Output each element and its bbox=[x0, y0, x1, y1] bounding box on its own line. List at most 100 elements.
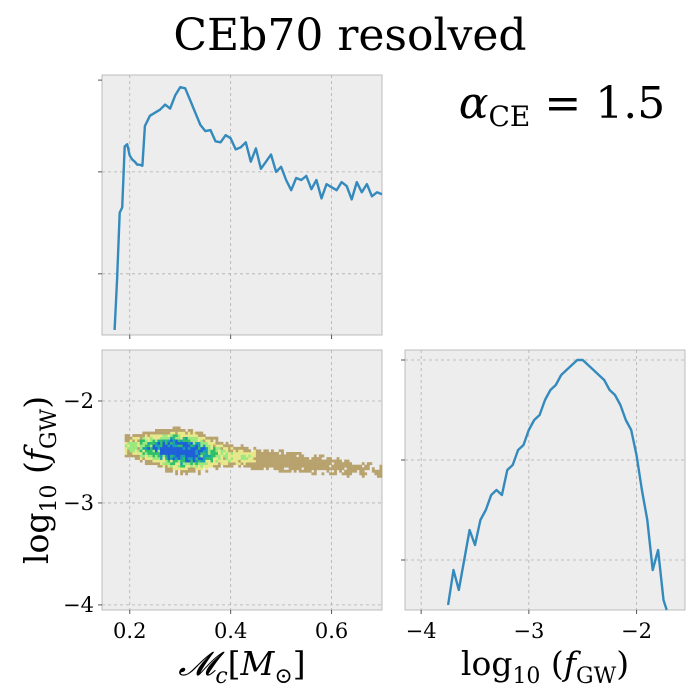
top-left-ticks bbox=[98, 79, 333, 339]
heatmap-cell bbox=[298, 462, 302, 466]
heatmap-cell bbox=[162, 452, 166, 455]
heatmap-cell bbox=[134, 446, 138, 450]
heatmap-cell bbox=[356, 467, 360, 471]
heatmap-cell bbox=[281, 452, 284, 455]
heatmap-cell bbox=[243, 446, 247, 450]
heatmap-cell bbox=[200, 454, 204, 458]
heatmap-cell bbox=[240, 452, 244, 455]
heatmap-cell bbox=[213, 449, 216, 453]
heatmap-cell bbox=[215, 457, 219, 460]
heatmap-cell bbox=[238, 462, 242, 466]
heatmap-cell bbox=[207, 446, 211, 450]
heatmap-cell bbox=[182, 431, 186, 435]
heatmap-cell bbox=[233, 457, 237, 460]
heatmap-cell bbox=[288, 459, 292, 463]
heatmap-cell bbox=[344, 472, 348, 476]
heatmap-cell bbox=[182, 467, 186, 471]
heatmap-cell bbox=[160, 462, 163, 466]
heatmap-cell bbox=[149, 457, 153, 460]
heatmap-cell bbox=[321, 467, 325, 471]
heatmap-cell bbox=[182, 459, 186, 463]
heatmap-cell bbox=[253, 449, 257, 453]
heatmap-cell bbox=[324, 459, 327, 463]
heatmap-cell bbox=[134, 457, 138, 460]
heatmap-cell bbox=[182, 446, 186, 450]
heatmap-cell bbox=[144, 439, 148, 443]
heatmap-cell bbox=[132, 441, 136, 445]
heatmap-cell bbox=[134, 439, 138, 443]
heatmap-cell bbox=[238, 449, 242, 453]
heatmap-cell bbox=[238, 464, 242, 468]
heatmap-cell bbox=[318, 467, 322, 471]
heatmap-cell bbox=[308, 462, 312, 466]
heatmap-cell bbox=[266, 464, 269, 468]
heatmap-cell bbox=[235, 454, 239, 458]
heatmap-cell bbox=[127, 436, 131, 440]
heatmap-cell bbox=[127, 454, 131, 458]
heatmap-cell bbox=[215, 449, 219, 453]
heatmap-cell bbox=[288, 467, 292, 471]
heatmap-cell bbox=[175, 431, 179, 435]
heatmap-cell bbox=[152, 444, 156, 448]
heatmap-cell bbox=[255, 457, 259, 460]
heatmap-cell bbox=[202, 436, 206, 440]
heatmap-cell bbox=[215, 441, 219, 445]
heatmap-cell bbox=[157, 434, 161, 437]
heatmap-cell bbox=[172, 449, 176, 453]
heatmap-cell bbox=[253, 452, 257, 455]
heatmap-cell bbox=[288, 452, 292, 455]
heatmap-cell bbox=[127, 446, 131, 450]
heatmap-cell bbox=[127, 439, 131, 443]
heatmap-cell bbox=[238, 454, 242, 458]
heatmap-cell bbox=[313, 467, 317, 471]
heatmap-cell bbox=[127, 434, 131, 437]
heatmap-cell bbox=[296, 457, 300, 460]
heatmap-cell bbox=[235, 462, 239, 466]
heatmap-cell bbox=[192, 469, 196, 473]
heatmap-cell bbox=[207, 459, 211, 463]
heatmap-cell bbox=[129, 441, 133, 445]
heatmap-cell bbox=[260, 462, 264, 466]
heatmap-cell bbox=[207, 462, 211, 466]
heatmap-cell bbox=[245, 459, 249, 463]
heatmap-cell bbox=[223, 457, 226, 460]
heatmap-cell bbox=[167, 434, 171, 437]
heatmap-cell bbox=[346, 472, 350, 476]
heatmap-cell bbox=[359, 464, 363, 468]
heatmap-cell bbox=[165, 469, 168, 473]
heatmap-cell bbox=[147, 457, 151, 460]
heatmap-cell bbox=[210, 452, 214, 455]
heatmap-cell bbox=[172, 464, 176, 468]
heatmap-cell bbox=[291, 457, 295, 460]
heatmap-cell bbox=[306, 457, 310, 460]
heatmap-cell bbox=[218, 464, 221, 468]
heatmap-cell bbox=[149, 449, 153, 453]
heatmap-cell bbox=[331, 459, 335, 463]
heatmap-cell bbox=[177, 452, 181, 455]
heatmap-cell bbox=[250, 459, 254, 463]
mc-distribution-line bbox=[113, 86, 383, 330]
x-tick-label: 0.6 bbox=[315, 619, 348, 643]
heatmap-cell bbox=[152, 436, 156, 440]
heatmap-cell bbox=[218, 462, 221, 466]
heatmap-cell bbox=[144, 459, 148, 463]
heatmap-cell bbox=[223, 459, 226, 463]
heatmap-cell bbox=[187, 446, 191, 450]
heatmap-cell bbox=[129, 439, 133, 443]
bottom-right-grid bbox=[405, 350, 685, 610]
heatmap-cell bbox=[233, 459, 237, 463]
heatmap-cell bbox=[192, 459, 196, 463]
heatmap-cell bbox=[296, 467, 300, 471]
heatmap-cell bbox=[313, 472, 317, 476]
heatmap-cell bbox=[165, 429, 168, 432]
heatmap-cell bbox=[341, 467, 345, 471]
heatmap-cell bbox=[162, 434, 166, 437]
heatmap-cell bbox=[180, 457, 184, 460]
heatmap-cell bbox=[303, 459, 307, 463]
heatmap-cell bbox=[296, 462, 300, 466]
heatmap-cell bbox=[205, 454, 209, 458]
heatmap-cell bbox=[172, 441, 176, 445]
heatmap-cell bbox=[124, 436, 128, 440]
heatmap-cell bbox=[316, 467, 320, 471]
heatmap-cell bbox=[170, 452, 173, 455]
